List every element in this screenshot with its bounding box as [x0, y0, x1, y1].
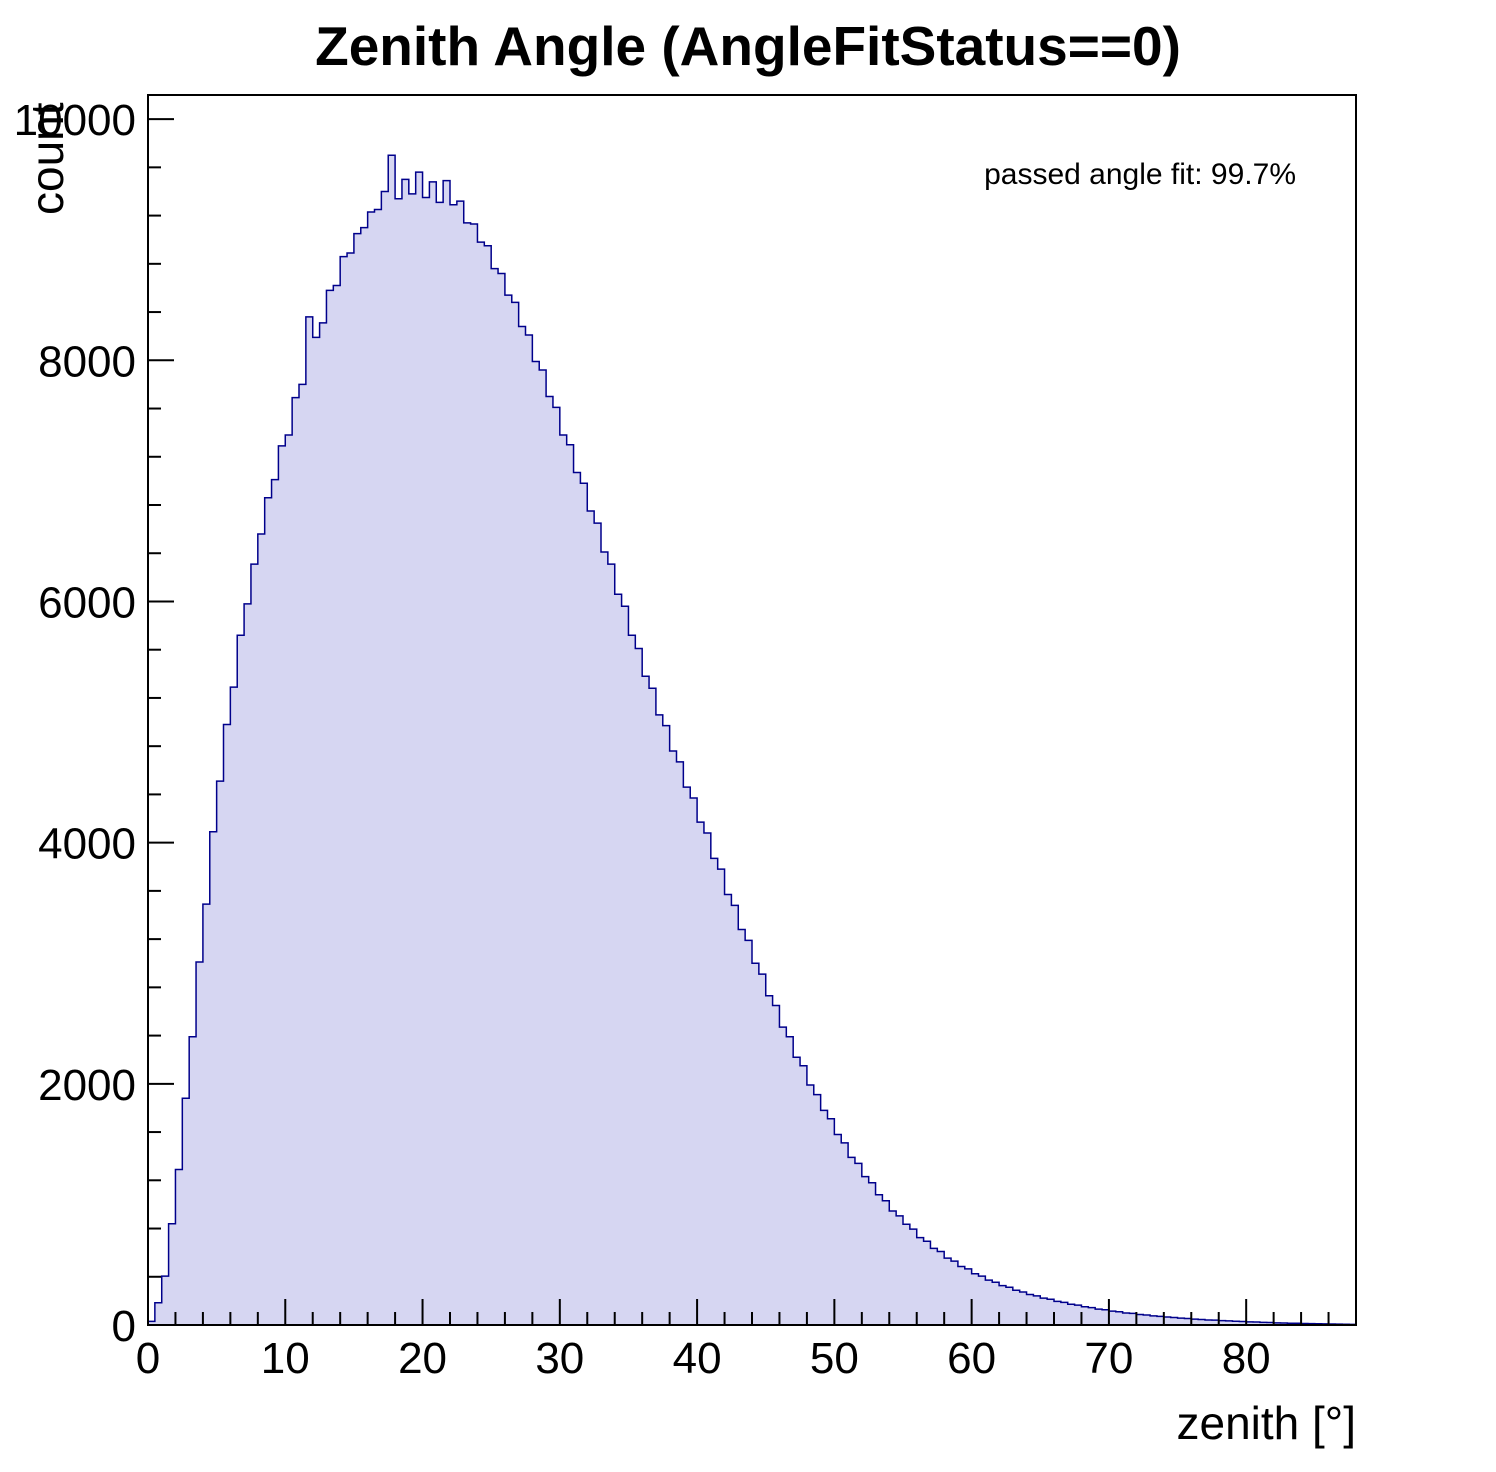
y-tick-label: 4000 [38, 820, 136, 869]
histogram-series [147, 154, 1357, 1326]
x-tick-label: 0 [136, 1334, 160, 1383]
x-tick-label: 20 [398, 1334, 447, 1383]
x-axis-title: zenith [°] [1176, 1397, 1357, 1449]
y-tick-label: 6000 [38, 578, 136, 627]
x-tick-label: 50 [810, 1334, 859, 1383]
y-tick-label: 10000 [14, 96, 136, 145]
y-tick-label: 0 [112, 1302, 136, 1351]
annotation-passed-angle-fit: passed angle fit: 99.7% [984, 158, 1296, 191]
x-tick-label: 40 [673, 1334, 722, 1383]
y-tick-label: 2000 [38, 1061, 136, 1110]
y-tick-label: 8000 [38, 337, 136, 386]
x-tick-label: 10 [261, 1334, 310, 1383]
chart-title: Zenith Angle (AngleFitStatus==0) [315, 15, 1181, 77]
x-tick-label: 70 [1084, 1334, 1133, 1383]
x-tick-label: 80 [1222, 1334, 1271, 1383]
x-tick-label: 30 [535, 1334, 584, 1383]
x-tick-label: 60 [947, 1334, 996, 1383]
